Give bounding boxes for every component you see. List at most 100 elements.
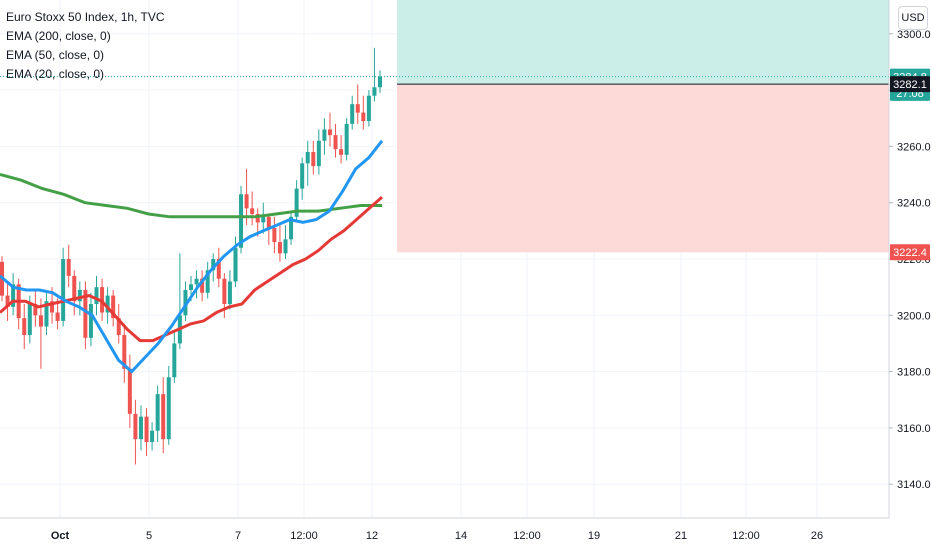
candle-body [138, 416, 143, 440]
candle-body [255, 213, 260, 223]
legend: Euro Stoxx 50 Index, 1h, TVC EMA (200, c… [6, 8, 165, 84]
y-tick-label: 3260.0 [897, 141, 931, 153]
candle [283, 225, 288, 259]
candle-body [27, 304, 32, 336]
candle [311, 140, 316, 175]
candle [38, 298, 43, 369]
candle-body [333, 135, 338, 150]
candle [33, 289, 38, 327]
y-tick-label: 3240.0 [897, 198, 931, 210]
y-tick-label: 3180.0 [897, 367, 931, 379]
candle [22, 304, 27, 350]
candle [111, 289, 116, 327]
position-zones[interactable] [397, 0, 889, 253]
target-zone[interactable] [397, 0, 889, 85]
candle [116, 304, 121, 344]
candle-body [189, 284, 193, 290]
candle-body [55, 312, 60, 321]
x-tick-label: Oct [51, 530, 70, 542]
candle [5, 281, 10, 321]
candle [205, 261, 210, 299]
candle-body [166, 377, 171, 440]
candle [294, 180, 299, 223]
candle-body [300, 163, 305, 189]
y-axis-ticks[interactable]: 3140.03160.03180.03200.03220.03240.03260… [889, 29, 931, 491]
candle [361, 95, 366, 130]
candles [0, 47, 382, 465]
candle-body [216, 259, 221, 279]
x-axis-ticks[interactable]: Oct 5 7 12:00 12 14 12:00 19 21 12:00 26 [51, 530, 823, 542]
candle-body [372, 87, 377, 96]
candle [372, 47, 377, 102]
price-tag-bg [890, 244, 930, 261]
candle [150, 422, 155, 451]
candle [161, 377, 166, 454]
legend-title[interactable]: Euro Stoxx 50 Index, 1h, TVC [6, 10, 165, 24]
candle [88, 292, 93, 347]
candle-body [61, 259, 66, 321]
candle-body [22, 318, 27, 336]
candle-body [261, 216, 266, 223]
y-tick-label: 3200.0 [897, 310, 931, 322]
price-tag-entry: 3282.1 [890, 76, 930, 93]
x-tick-label: 14 [455, 530, 467, 542]
candle [155, 385, 160, 442]
candle-body [305, 152, 310, 164]
candle [94, 275, 99, 316]
candle-body [211, 259, 216, 271]
candle-body [311, 152, 316, 167]
candle [355, 84, 360, 124]
candle-body [94, 287, 99, 305]
candle-body [378, 76, 382, 88]
candle-body [127, 368, 132, 414]
y-tick-label: 3160.0 [897, 423, 931, 435]
price-tag-label: 3222.4 [893, 247, 927, 259]
x-tick-label: 12:00 [732, 530, 760, 542]
candle-body [272, 228, 277, 243]
y-tick-label: 3300.0 [897, 29, 931, 41]
candle [344, 118, 349, 161]
candle [127, 354, 132, 428]
candle-body [77, 289, 82, 302]
currency-button[interactable]: USD [898, 6, 928, 30]
candle-body [294, 188, 299, 217]
candle [339, 135, 344, 164]
candle [144, 408, 149, 457]
candle [272, 216, 277, 254]
candle-body [122, 335, 127, 369]
candle [289, 211, 294, 245]
x-tick-label: 7 [235, 530, 241, 542]
candle [122, 323, 127, 383]
stop-zone[interactable] [397, 84, 889, 253]
price-tag-label: 3282.1 [893, 79, 927, 91]
candle-body [233, 247, 238, 282]
candle-body [183, 289, 188, 316]
candle-body [44, 301, 49, 327]
candle [316, 129, 321, 175]
candle-body [155, 394, 160, 431]
candle-body [205, 270, 210, 293]
candle-body [322, 129, 327, 141]
candle-body [350, 104, 355, 124]
candle [11, 273, 16, 316]
candle-body [344, 123, 349, 155]
legend-ema50[interactable]: EMA (50, close, 0) [6, 48, 105, 62]
x-tick-label: 12 [366, 530, 378, 542]
x-tick-label: 12:00 [290, 530, 318, 542]
candle [83, 281, 88, 350]
candle-body [361, 112, 366, 122]
candle-body [111, 295, 116, 319]
candle-body [83, 289, 88, 338]
candle-body [283, 239, 288, 254]
x-tick-label: 26 [811, 530, 823, 542]
price-tag-stop: 3222.4 [890, 244, 930, 261]
legend-ema200[interactable]: EMA (200, close, 0) [6, 29, 111, 43]
legend-ema20[interactable]: EMA (20, close, 0) [6, 67, 105, 81]
candle [44, 292, 49, 336]
candle-body [66, 259, 71, 276]
candle [16, 278, 21, 330]
price-tag-bg [890, 76, 930, 93]
candle-body [38, 315, 43, 327]
ema200-line [0, 173, 382, 219]
